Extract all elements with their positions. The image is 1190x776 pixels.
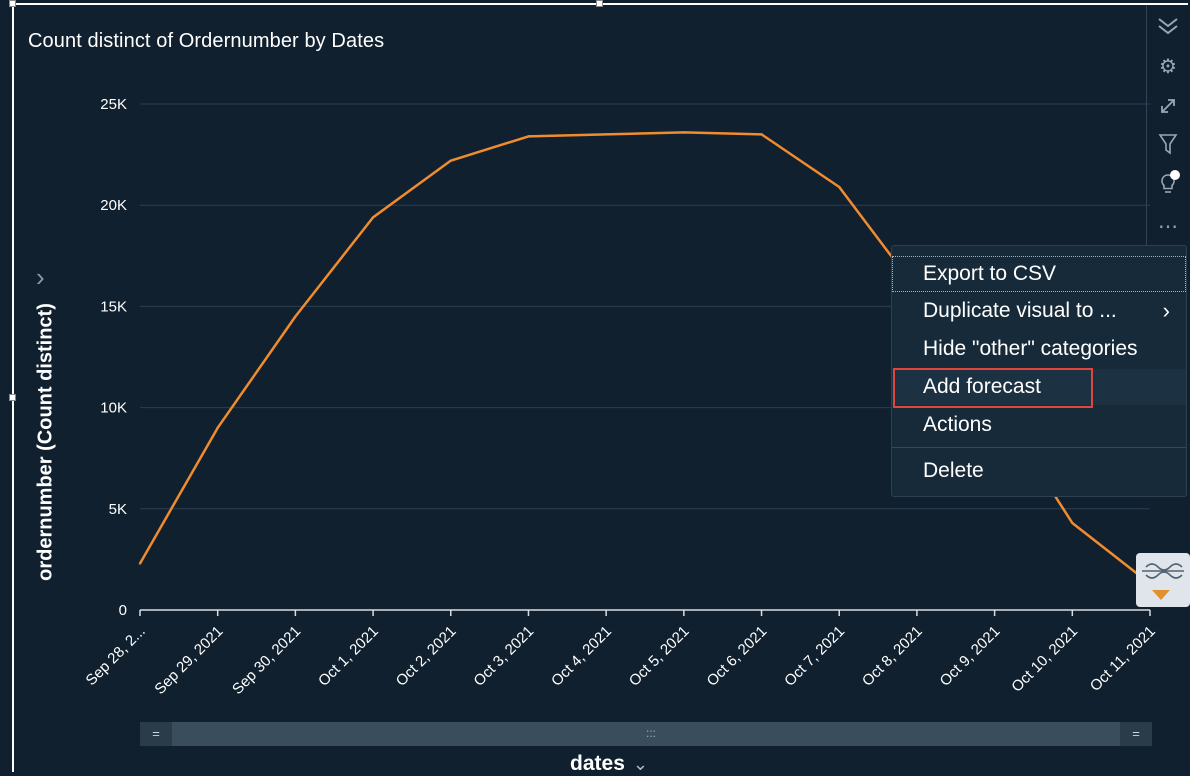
x-axis-label[interactable]: dates ⌄ xyxy=(570,752,648,775)
chevron-right-icon[interactable]: › xyxy=(36,262,45,292)
x-tick-label: Sep 30, 2021 xyxy=(229,623,304,698)
menu-item-actions[interactable]: Actions xyxy=(923,413,992,436)
menu-item-add-forecast[interactable]: Add forecast xyxy=(892,369,1186,405)
y-tick-label: 20K xyxy=(100,197,127,214)
y-tick-label: 5K xyxy=(109,501,127,518)
data-point xyxy=(294,315,297,318)
x-tick-label: Oct 7, 2021 xyxy=(781,623,848,690)
x-tick-label: Sep 29, 2021 xyxy=(151,623,226,698)
x-tick-label: Oct 5, 2021 xyxy=(626,623,693,690)
data-point xyxy=(682,131,686,134)
x-tick-label: Oct 11, 2021 xyxy=(1087,623,1159,695)
filter-icon[interactable] xyxy=(1147,125,1189,163)
x-tick-label: Oct 6, 2021 xyxy=(704,623,771,690)
menu-item-export-csv[interactable]: Export to CSV xyxy=(892,256,1186,292)
scroll-handle-left[interactable]: = xyxy=(140,722,172,746)
highlight-box xyxy=(893,368,1093,408)
y-tick-label: 25K xyxy=(100,96,127,113)
x-tick-label: Oct 10, 2021 xyxy=(1008,623,1081,696)
y-tick-label: 10K xyxy=(100,400,127,417)
lightbulb-icon[interactable] xyxy=(1147,165,1189,203)
data-point xyxy=(604,133,608,136)
visual-toolbar: ⚙ ⋯ xyxy=(1146,5,1189,245)
resize-handle[interactable] xyxy=(596,0,603,7)
x-tick-label: Oct 4, 2021 xyxy=(548,623,615,690)
x-tick-label: Oct 3, 2021 xyxy=(470,623,537,690)
y-axis-label: ordernumber (Count distinct) xyxy=(34,303,57,581)
scroll-grip[interactable]: ::: xyxy=(645,726,656,740)
data-point xyxy=(527,135,530,138)
menu-item-duplicate-visual[interactable]: Duplicate visual to ... › xyxy=(892,293,1186,329)
data-point xyxy=(371,216,375,219)
x-tick-label: Oct 1, 2021 xyxy=(315,623,382,690)
chart-title: Count distinct of Ordernumber by Dates xyxy=(28,30,385,52)
x-tick-label: Oct 9, 2021 xyxy=(937,623,1004,690)
menu-item-delete[interactable]: Delete xyxy=(923,459,984,482)
y-tick-label: 15K xyxy=(100,298,127,315)
data-point xyxy=(449,159,452,162)
scroll-handle-right[interactable]: = xyxy=(1120,722,1152,746)
horizontal-scrollbar[interactable]: = ::: = xyxy=(140,722,1152,746)
collapse-icon[interactable] xyxy=(1147,7,1189,45)
context-menu: Export to CSV Duplicate visual to ... › H… xyxy=(891,245,1187,497)
menu-item-hide-other[interactable]: Hide "other" categories xyxy=(923,337,1138,360)
chevron-down-icon: ⌄ xyxy=(632,754,648,774)
y-tick-label: 0 xyxy=(119,602,127,619)
x-tick-label: Oct 8, 2021 xyxy=(859,623,926,690)
data-point xyxy=(1071,521,1074,525)
x-tick-label: Oct 2, 2021 xyxy=(393,623,460,690)
data-point xyxy=(216,426,219,430)
notification-dot xyxy=(1170,170,1180,180)
chevron-right-icon: › xyxy=(1162,298,1170,323)
caret-down-icon xyxy=(1152,590,1170,600)
expand-icon[interactable] xyxy=(1147,87,1189,125)
resize-handle[interactable] xyxy=(9,0,16,7)
more-icon[interactable]: ⋯ xyxy=(1158,215,1178,238)
data-point xyxy=(138,562,142,565)
data-point xyxy=(838,185,841,189)
resize-handle[interactable] xyxy=(9,394,16,401)
menu-divider xyxy=(892,447,1186,448)
data-point xyxy=(760,133,763,136)
x-tick-label: Sep 28, 2... xyxy=(83,623,149,689)
gear-icon[interactable]: ⚙ xyxy=(1159,55,1177,78)
